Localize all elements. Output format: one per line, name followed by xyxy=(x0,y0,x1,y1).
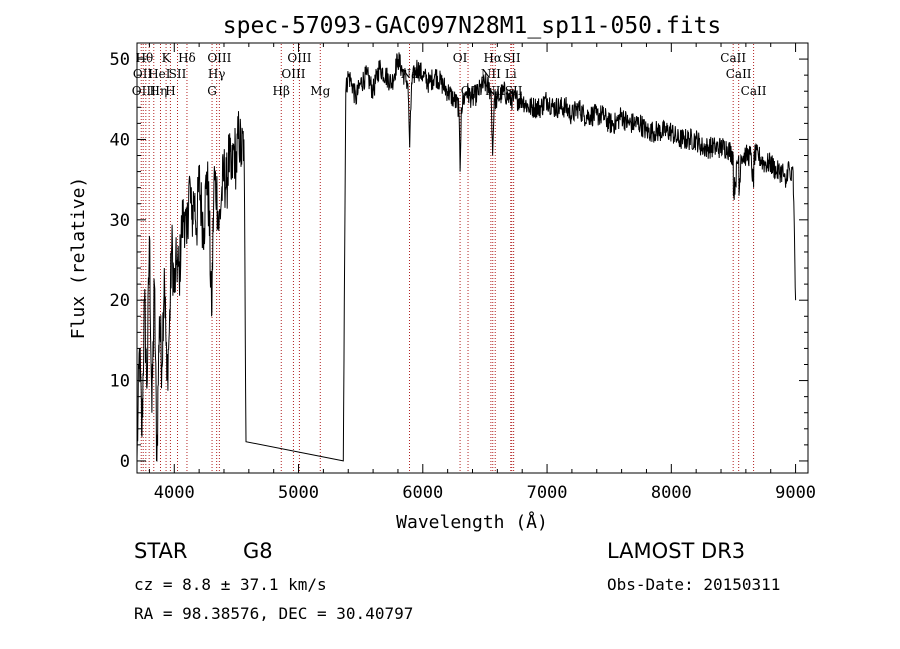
plot-frame xyxy=(136,42,809,474)
line-label: CaII xyxy=(726,67,752,81)
line-label: CaII xyxy=(720,51,746,65)
line-label: OIII xyxy=(207,51,231,65)
y-tick-label: 20 xyxy=(110,291,130,311)
line-label: OII xyxy=(133,67,153,81)
line-label: HeI xyxy=(148,67,171,81)
y-tick-label: 10 xyxy=(110,372,130,392)
line-label: H xyxy=(165,84,175,98)
x-tick-label: 6000 xyxy=(402,483,443,503)
chart-title: spec-57093-GAC097N28M1_sp11-050.fits xyxy=(223,13,722,39)
spectral-line-markers xyxy=(140,44,755,472)
line-label: SII xyxy=(503,51,521,65)
line-label: K xyxy=(162,51,172,65)
line-label: Hδ xyxy=(178,51,196,65)
y-tick-label: 50 xyxy=(110,50,130,70)
line-label: SII xyxy=(169,67,187,81)
x-tick-label: 8000 xyxy=(651,483,692,503)
y-tick-label: 0 xyxy=(120,452,130,472)
line-label: G xyxy=(207,84,217,98)
line-label: Li xyxy=(505,67,517,81)
y-tick-label: 30 xyxy=(110,211,130,231)
line-label: OIII xyxy=(287,51,311,65)
line-label: OIII xyxy=(132,84,156,98)
x-axis-ticks: 4000 5000 6000 7000 8000 9000 xyxy=(148,43,816,503)
x-tick-label: 9000 xyxy=(775,483,816,503)
line-label: Mg xyxy=(310,84,330,98)
y-axis-ticks: 0 10 20 30 40 50 xyxy=(110,50,808,472)
obs-date: Obs-Date: 20150311 xyxy=(607,575,781,594)
line-label: Hθ xyxy=(136,51,154,65)
line-label: CaII xyxy=(741,84,767,98)
spectrum-line xyxy=(136,52,797,462)
line-label: Hγ xyxy=(208,67,226,81)
line-label: Hβ xyxy=(273,84,290,98)
y-tick-label: 40 xyxy=(110,130,130,150)
y-axis-label: Flux (relative) xyxy=(68,177,89,340)
object-type: STAR xyxy=(134,539,188,563)
x-tick-label: 4000 xyxy=(154,483,195,503)
line-label: Hα xyxy=(483,51,502,65)
line-label: OI xyxy=(453,51,468,65)
line-label: Hη xyxy=(150,84,168,98)
subclass: G8 xyxy=(243,539,273,563)
redshift-cz: cz = 8.8 ± 37.1 km/s xyxy=(134,575,327,594)
line-label: OIII xyxy=(281,67,305,81)
survey-name: LAMOST DR3 xyxy=(607,539,746,563)
x-tick-label: 5000 xyxy=(278,483,319,503)
x-axis-label: Wavelength (Å) xyxy=(396,511,548,533)
coordinates: RA = 98.38576, DEC = 30.40797 xyxy=(134,604,414,623)
x-tick-label: 7000 xyxy=(527,483,568,503)
